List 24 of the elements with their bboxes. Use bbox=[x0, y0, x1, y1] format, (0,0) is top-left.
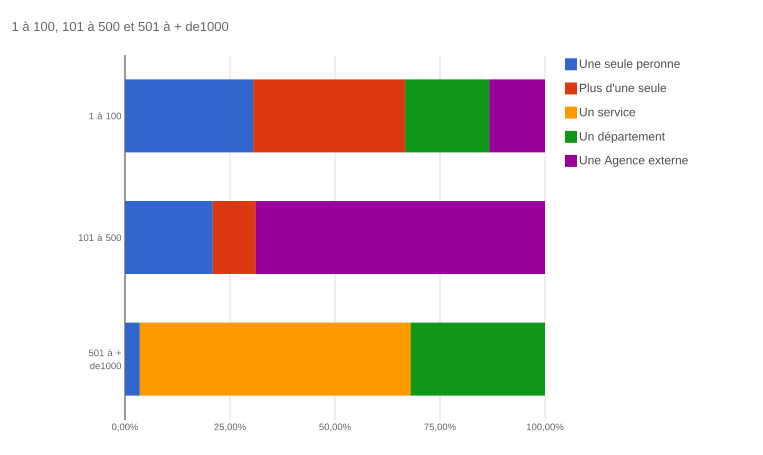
bar bbox=[140, 322, 411, 396]
legend-label: Une Agence externe bbox=[580, 156, 688, 167]
y-tick-label: 501 à + de1000 bbox=[88, 349, 122, 370]
bar bbox=[212, 201, 256, 274]
bar bbox=[256, 201, 546, 274]
x-tick-label: 75,00% bbox=[424, 424, 456, 432]
legend-label: Plus d'une seule bbox=[580, 83, 666, 92]
bar bbox=[125, 322, 140, 396]
legend-label: Un département bbox=[580, 132, 665, 144]
chart-title: 1 à 100, 101 à 500 et 501 à + de1000 bbox=[12, 21, 228, 33]
bar bbox=[410, 322, 546, 396]
bar bbox=[253, 79, 406, 152]
x-tick-label: 100,00% bbox=[526, 424, 564, 432]
y-tick-label: 101 à 500 bbox=[78, 234, 122, 242]
x-tick-label: 50,00% bbox=[319, 424, 351, 432]
x-tick-label: 25,00% bbox=[214, 424, 246, 432]
bar bbox=[489, 79, 546, 152]
bar bbox=[125, 79, 254, 152]
bar bbox=[125, 201, 213, 274]
bar bbox=[405, 79, 490, 152]
x-tick-label: 0,00% bbox=[112, 424, 138, 432]
y-tick-label: 1 à 100 bbox=[89, 112, 122, 120]
legend-label: Un service bbox=[580, 108, 636, 116]
legend-label: Une seule peronne bbox=[580, 59, 680, 70]
